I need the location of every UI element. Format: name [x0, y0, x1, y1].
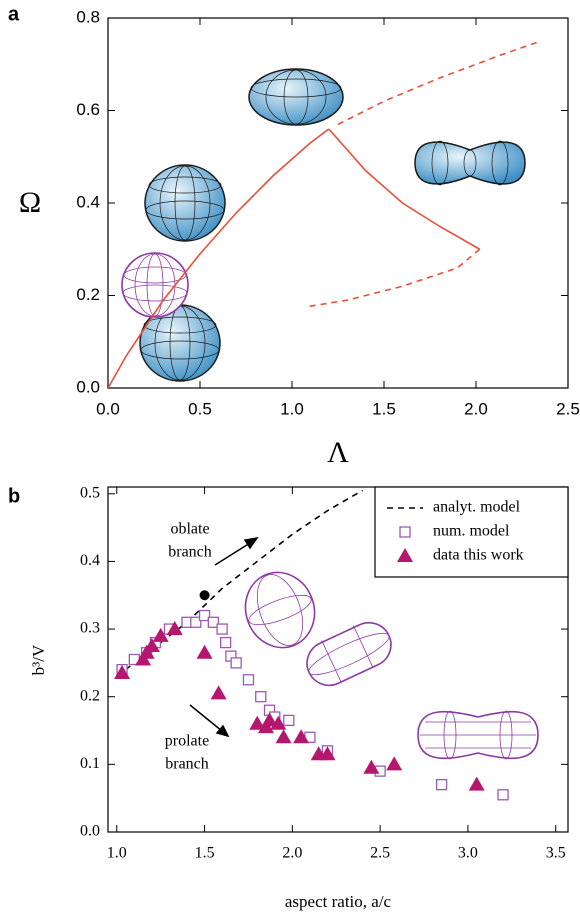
- annotation: branch: [165, 756, 209, 773]
- plot-area: [114, 489, 509, 801]
- x-axis-label: Λ: [327, 436, 349, 469]
- y-tick-label: 0.4: [76, 192, 100, 211]
- square-marker: [435, 778, 448, 791]
- square-marker: [230, 657, 242, 669]
- highlight-point: [199, 590, 210, 601]
- triangle-marker: [293, 729, 310, 744]
- triangle-marker: [261, 712, 278, 727]
- y-tick-label: 0.8: [76, 7, 100, 26]
- y-tick-label: 0.2: [80, 687, 100, 704]
- triangle-marker: [319, 746, 336, 761]
- shape-illustrations: [139, 68, 526, 382]
- triangle-marker: [386, 756, 403, 771]
- x-tick-label: 2.0: [464, 399, 488, 418]
- x-tick-label: 3.0: [458, 845, 478, 862]
- panel-label: b: [8, 485, 20, 507]
- curve: [337, 40, 541, 126]
- y-tick-label: 0.5: [80, 484, 100, 501]
- y-axis-label: b³/V: [29, 644, 48, 675]
- annotation: branch: [168, 544, 212, 561]
- x-tick-label: 1.0: [107, 845, 127, 862]
- y-tick-label: 0.0: [80, 823, 100, 840]
- legend-swatch: [397, 548, 413, 562]
- legend-label: num. model: [433, 523, 510, 540]
- shape-illustrations: [121, 252, 539, 760]
- x-tick-label: 3.5: [546, 845, 566, 862]
- x-tick-label: 1.5: [372, 399, 396, 418]
- curve: [125, 489, 363, 671]
- y-tick-label: 0.4: [80, 552, 100, 569]
- x-tick-label: 0.0: [96, 399, 120, 418]
- triangle-marker: [270, 715, 287, 730]
- square-marker: [190, 616, 202, 628]
- triangle-marker: [166, 621, 183, 636]
- triangle-marker: [143, 637, 160, 652]
- legend-label: data this work: [433, 547, 524, 564]
- square-marker: [219, 636, 232, 649]
- triangle-marker: [196, 644, 213, 659]
- y-tick-label: 0.1: [80, 755, 100, 772]
- x-tick-label: 0.5: [188, 399, 212, 418]
- triangle-marker: [468, 776, 485, 791]
- y-tick-label: 0.0: [76, 377, 100, 396]
- annotation: prolate: [165, 733, 209, 750]
- arrows: [189, 536, 259, 738]
- square-marker: [216, 623, 228, 635]
- triangle-marker: [363, 759, 380, 774]
- triangle-marker: [114, 665, 131, 680]
- plot-area: [108, 40, 541, 388]
- x-tick-label: 1.0: [280, 399, 304, 418]
- x-tick-label: 1.5: [195, 845, 215, 862]
- square-marker: [207, 616, 219, 628]
- square-marker: [242, 674, 255, 686]
- curve: [328, 128, 481, 250]
- triangle-marker: [275, 729, 292, 744]
- square-marker: [198, 609, 211, 622]
- x-tick-label: 2.5: [370, 845, 390, 862]
- triangle-marker: [152, 627, 169, 642]
- square-marker: [497, 789, 509, 801]
- legend-swatch: [399, 526, 411, 538]
- square-marker: [283, 714, 295, 727]
- legend-label: analyt. model: [433, 499, 521, 516]
- y-tick-label: 0.3: [80, 620, 100, 637]
- annotation: oblate: [170, 521, 209, 538]
- panel-label: a: [8, 3, 20, 25]
- triangle-marker: [210, 685, 227, 700]
- y-axis-label: Ω: [19, 186, 41, 219]
- curve: [108, 128, 330, 388]
- x-axis-label: aspect ratio, a/c: [285, 892, 392, 911]
- y-tick-label: 0.2: [76, 285, 100, 304]
- y-tick-label: 0.6: [76, 100, 100, 119]
- x-tick-label: 2.0: [282, 845, 302, 862]
- curve: [304, 248, 481, 308]
- x-tick-label: 2.5: [556, 399, 580, 418]
- square-marker: [255, 691, 267, 703]
- triangle-marker: [249, 715, 266, 730]
- plot-frame: [107, 486, 569, 833]
